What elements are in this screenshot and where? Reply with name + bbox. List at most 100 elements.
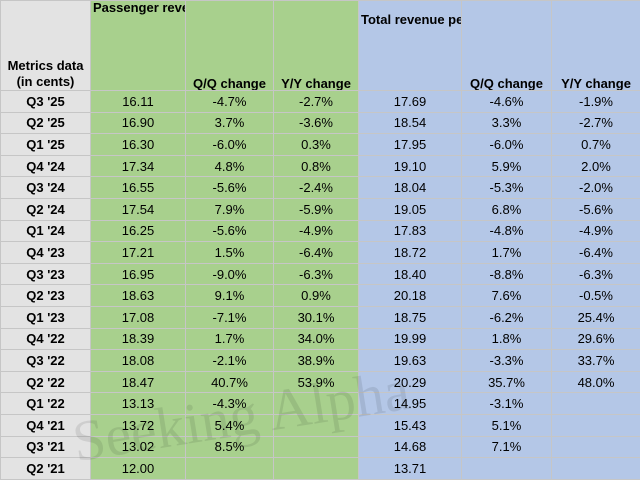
trasm-cell: 20.18 [359,285,462,307]
prasm-yy-cell [274,458,359,480]
prasm-yy-cell: -6.4% [274,242,359,264]
prasm-yy-cell: 0.8% [274,155,359,177]
header-prasm: Passenger revenue per available seat mil… [91,1,186,91]
prasm-qq-cell: -2.1% [186,350,274,372]
trasm-yy-cell [552,414,640,436]
prasm-qq-cell: -9.0% [186,263,274,285]
header-trasm-qq: Q/Q change [462,1,552,91]
prasm-qq-cell: 8.5% [186,436,274,458]
quarter-cell: Q1 '24 [1,220,91,242]
prasm-cell: 16.30 [91,134,186,156]
quarter-cell: Q2 '23 [1,285,91,307]
quarter-cell: Q3 '21 [1,436,91,458]
prasm-cell: 16.11 [91,91,186,113]
prasm-qq-cell: 1.7% [186,328,274,350]
prasm-yy-cell [274,414,359,436]
prasm-yy-cell: -4.9% [274,220,359,242]
trasm-qq-cell: -4.8% [462,220,552,242]
prasm-yy-cell: 38.9% [274,350,359,372]
trasm-qq-cell [462,458,552,480]
quarter-cell: Q4 '24 [1,155,91,177]
trasm-qq-cell: -3.1% [462,393,552,415]
prasm-yy-cell: 0.3% [274,134,359,156]
prasm-cell: 18.63 [91,285,186,307]
trasm-cell: 14.95 [359,393,462,415]
prasm-cell: 18.47 [91,371,186,393]
trasm-cell: 19.99 [359,328,462,350]
trasm-yy-cell [552,393,640,415]
prasm-yy-cell: -5.9% [274,198,359,220]
prasm-yy-cell [274,436,359,458]
trasm-qq-cell: 5.1% [462,414,552,436]
trasm-qq-cell: -3.3% [462,350,552,372]
quarter-cell: Q1 '25 [1,134,91,156]
trasm-yy-cell: 33.7% [552,350,640,372]
prasm-cell: 13.13 [91,393,186,415]
trasm-yy-cell: -4.9% [552,220,640,242]
trasm-yy-cell: 48.0% [552,371,640,393]
trasm-yy-cell: -6.3% [552,263,640,285]
trasm-yy-cell [552,458,640,480]
prasm-cell: 13.72 [91,414,186,436]
prasm-yy-cell: -2.7% [274,91,359,113]
header-trasm: Total revenue per available seat mile (T… [359,1,462,91]
prasm-qq-cell: -4.3% [186,393,274,415]
quarter-cell: Q2 '25 [1,112,91,134]
prasm-cell: 17.08 [91,306,186,328]
quarter-cell: Q2 '22 [1,371,91,393]
trasm-cell: 19.05 [359,198,462,220]
prasm-qq-cell: -5.6% [186,220,274,242]
prasm-cell: 18.08 [91,350,186,372]
prasm-cell: 17.54 [91,198,186,220]
trasm-qq-cell: 6.8% [462,198,552,220]
trasm-qq-cell: -5.3% [462,177,552,199]
prasm-yy-cell: 34.0% [274,328,359,350]
trasm-qq-cell: 5.9% [462,155,552,177]
header-prasm-qq: Q/Q change [186,1,274,91]
prasm-cell: 12.00 [91,458,186,480]
trasm-qq-cell: 35.7% [462,371,552,393]
prasm-cell: 16.95 [91,263,186,285]
trasm-yy-cell: 0.7% [552,134,640,156]
trasm-qq-cell: 7.1% [462,436,552,458]
quarter-cell: Q3 '22 [1,350,91,372]
trasm-cell: 13.71 [359,458,462,480]
prasm-yy-cell: 30.1% [274,306,359,328]
quarter-cell: Q2 '21 [1,458,91,480]
header-metrics-label: Metrics data (in cents) [1,1,91,91]
trasm-qq-cell: 1.7% [462,242,552,264]
trasm-cell: 17.83 [359,220,462,242]
trasm-cell: 18.54 [359,112,462,134]
trasm-yy-cell: -5.6% [552,198,640,220]
trasm-cell: 18.40 [359,263,462,285]
quarter-cell: Q4 '21 [1,414,91,436]
trasm-cell: 17.95 [359,134,462,156]
quarter-cell: Q4 '22 [1,328,91,350]
prasm-cell: 16.25 [91,220,186,242]
trasm-cell: 14.68 [359,436,462,458]
trasm-cell: 19.10 [359,155,462,177]
trasm-yy-cell [552,436,640,458]
prasm-qq-cell: 4.8% [186,155,274,177]
prasm-cell: 13.02 [91,436,186,458]
quarter-cell: Q4 '23 [1,242,91,264]
header-trasm-yy: Y/Y change [552,1,640,91]
trasm-yy-cell: -6.4% [552,242,640,264]
trasm-cell: 19.63 [359,350,462,372]
prasm-qq-cell: 1.5% [186,242,274,264]
header-prasm-yy: Y/Y change [274,1,359,91]
